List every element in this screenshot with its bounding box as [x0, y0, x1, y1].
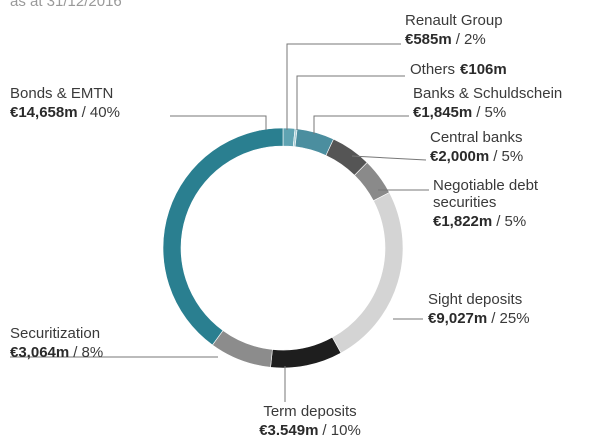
share-label: / 8% — [73, 344, 103, 361]
value-label: €3.549m — [259, 422, 318, 437]
category-label: Others €106m — [410, 61, 507, 78]
value-label: €9,027m — [428, 310, 487, 327]
value-line: €9,027m/ 25% — [428, 310, 530, 327]
donut-segment — [270, 336, 342, 369]
value-label: €585m — [405, 31, 452, 48]
leader-line — [286, 43, 401, 130]
category-label: Renault Group — [405, 12, 503, 29]
leader-line — [313, 115, 409, 134]
leader-line — [351, 155, 427, 161]
share-label: / 40% — [82, 104, 120, 121]
category-label: Banks & Schuldschein — [413, 85, 562, 102]
value-line: €2,000m/ 5% — [430, 148, 523, 165]
value-label: €106m — [460, 61, 507, 78]
share-label: / 10% — [322, 422, 360, 437]
category-label: Bonds & EMTN — [10, 85, 113, 102]
value-line: €1,822m/ 5% — [433, 213, 526, 230]
donut-segment — [211, 330, 273, 368]
share-label: / 2% — [456, 31, 486, 48]
value-label: €1,845m — [413, 104, 472, 121]
category-label: Negotiable debt securities — [433, 177, 539, 211]
value-line: €3.549m / 10% — [259, 422, 361, 437]
category-label: Central banks — [430, 129, 523, 146]
value-line: €14,658m/ 40% — [10, 104, 120, 121]
donut-segment — [331, 192, 404, 354]
value-label: €14,658m — [10, 104, 78, 121]
category-label: Sight deposits — [428, 291, 522, 308]
category-label: Term deposits — [263, 403, 356, 420]
donut-segment — [162, 127, 284, 346]
value-line: €1,845m/ 5% — [413, 104, 506, 121]
category-label: Securitization — [10, 325, 100, 342]
share-label: / 5% — [496, 213, 526, 230]
leader-line — [170, 115, 267, 130]
share-label: / 5% — [493, 148, 523, 165]
share-label: / 5% — [476, 104, 506, 121]
subtitle: as at 31/12/2016 — [10, 0, 122, 10]
leader-line — [296, 75, 405, 130]
value-label: €3,064m — [10, 344, 69, 361]
value-line: €585m/ 2% — [405, 31, 486, 48]
value-label: €1,822m — [433, 213, 492, 230]
value-label: €2,000m — [430, 148, 489, 165]
share-label: / 25% — [491, 310, 529, 327]
value-line: €3,064m/ 8% — [10, 344, 103, 361]
